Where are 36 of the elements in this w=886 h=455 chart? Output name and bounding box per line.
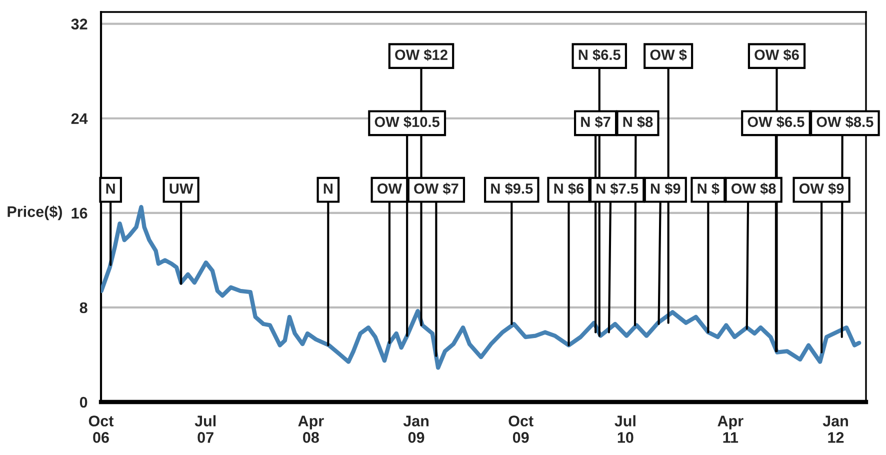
annotation: OW $9 (799, 182, 844, 195)
annotation: N $9 (650, 182, 680, 195)
annotation: OW $10.5 (374, 116, 440, 128)
y-tick-label: 32 (71, 18, 88, 30)
annotation: UW (170, 184, 194, 194)
x-tick-label: Jan 12 (822, 416, 848, 443)
annotation: N $8 (623, 116, 653, 128)
annotation: N (106, 184, 115, 194)
annotation: N $7.5 (596, 182, 638, 195)
x-tick-label: Jul 07 (194, 415, 216, 443)
annotation: N $ (698, 182, 720, 195)
annotation: N $7 (581, 116, 610, 128)
line-series (101, 204, 862, 370)
x-tick-label: Jan 09 (403, 416, 428, 443)
x-tick-label: Oct 06 (88, 416, 114, 443)
annotation: OW $7 (414, 182, 458, 195)
x-tick-label: Oct 09 (508, 416, 534, 443)
y-tick-label: 0 (80, 396, 88, 408)
x-tick-label: Apr 08 (298, 416, 324, 443)
annotation: OW $8.5 (816, 116, 874, 128)
y-axis-title: Price($) (8, 206, 62, 220)
annotation: OW $6 (754, 49, 799, 61)
annotation: OW (378, 183, 402, 194)
annotation: OW $6.5 (748, 116, 804, 128)
x-tick-label: Apr 11 (718, 416, 744, 443)
x-tick-label: Jul 10 (614, 415, 636, 443)
annotation: N $6.5 (578, 49, 620, 61)
annotation: N $6 (554, 182, 584, 195)
annotation: N (324, 184, 332, 194)
annotation: OW $12 (395, 49, 448, 61)
y-tick-label: 16 (72, 208, 88, 219)
y-tick-label: 8 (80, 302, 88, 314)
annotation: OW $ (650, 49, 687, 61)
annotation: N $9.5 (491, 182, 533, 195)
annotation: OW $8 (731, 182, 776, 195)
y-tick-label: 24 (71, 113, 88, 124)
